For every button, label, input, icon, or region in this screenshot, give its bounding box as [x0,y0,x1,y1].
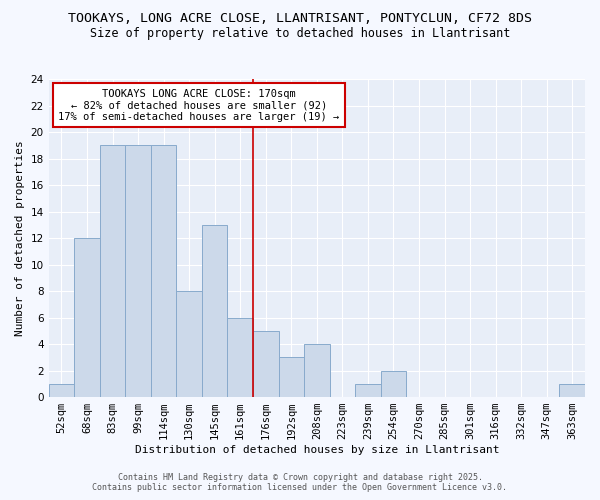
Bar [74,238,100,397]
Bar [227,318,253,397]
Y-axis label: Number of detached properties: Number of detached properties [15,140,25,336]
Text: TOOKAYS LONG ACRE CLOSE: 170sqm
← 82% of detached houses are smaller (92)
17% of: TOOKAYS LONG ACRE CLOSE: 170sqm ← 82% of… [58,88,340,122]
Text: Contains HM Land Registry data © Crown copyright and database right 2025.
Contai: Contains HM Land Registry data © Crown c… [92,473,508,492]
Bar [202,225,227,397]
Bar [253,331,278,397]
Bar [176,291,202,397]
Bar [355,384,380,397]
Bar [125,146,151,397]
Bar [100,146,125,397]
X-axis label: Distribution of detached houses by size in Llantrisant: Distribution of detached houses by size … [134,445,499,455]
Text: TOOKAYS, LONG ACRE CLOSE, LLANTRISANT, PONTYCLUN, CF72 8DS: TOOKAYS, LONG ACRE CLOSE, LLANTRISANT, P… [68,12,532,26]
Bar [49,384,74,397]
Text: Size of property relative to detached houses in Llantrisant: Size of property relative to detached ho… [90,28,510,40]
Bar [380,370,406,397]
Bar [304,344,329,397]
Bar [559,384,585,397]
Bar [278,358,304,397]
Bar [151,146,176,397]
